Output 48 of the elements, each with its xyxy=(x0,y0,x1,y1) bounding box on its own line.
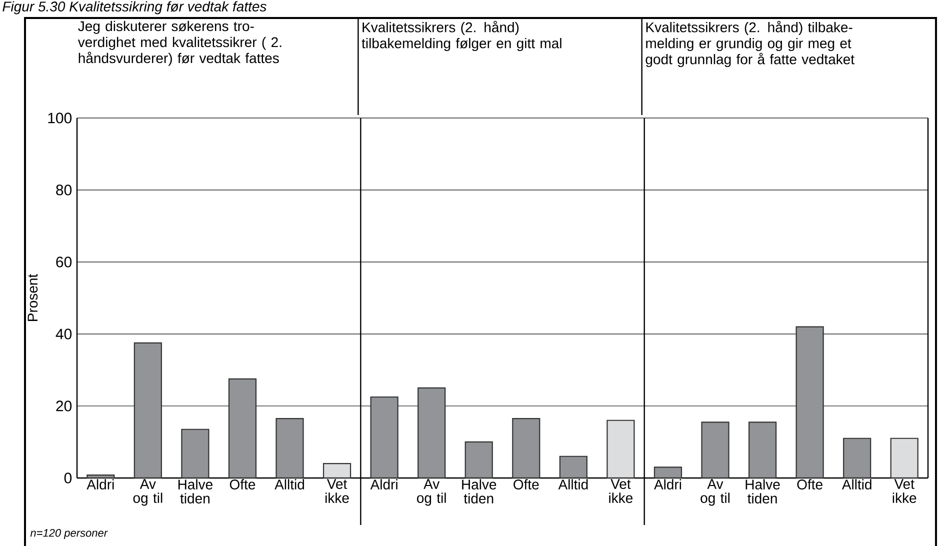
x-tick-label: Halve tiden xyxy=(462,479,496,504)
text: Figur 5.30 Kvalitetssikring før vedtak fattes xyxy=(2,1,266,14)
x-tick-label: Vet ikke xyxy=(326,479,349,503)
bar xyxy=(370,396,398,479)
bar xyxy=(322,463,352,479)
x-tick-label: Vet ikke xyxy=(609,479,633,503)
x-tick-label: Halve tiden xyxy=(178,479,212,504)
x-tick-label: Av og til xyxy=(133,479,162,506)
bar xyxy=(464,441,493,479)
bar xyxy=(276,418,304,479)
x-tick-label: Alltid xyxy=(274,479,304,490)
x-tick-label: Alltid xyxy=(558,479,588,490)
bar xyxy=(512,418,540,479)
bar xyxy=(796,326,824,479)
bar xyxy=(181,428,210,479)
bar xyxy=(843,438,872,479)
x-tick-label: Vet ikke xyxy=(892,479,916,503)
bar xyxy=(606,420,635,479)
bar xyxy=(228,378,257,479)
bar xyxy=(134,342,162,479)
y-tick-label: 40 xyxy=(56,328,72,340)
x-tick-label: Aldri xyxy=(86,479,114,490)
chart-title: Kvalitetssikrers (2. hånd) tilbake-melding er grundig og gir meg et godt grunnlag for å fatte vedtaket xyxy=(646,20,854,68)
y-tick-label: 80 xyxy=(56,184,72,196)
x-tick-label: Ofte xyxy=(797,479,822,490)
x-tick-label: Halve tiden xyxy=(746,479,780,504)
bar xyxy=(559,456,588,479)
x-tick-label: Av og til xyxy=(416,479,446,506)
bar xyxy=(418,387,446,479)
bar xyxy=(701,422,730,479)
y-tick-label: 100 xyxy=(48,112,72,124)
bar xyxy=(748,422,777,479)
x-tick-label: Aldri xyxy=(370,479,398,490)
y-tick-label: 60 xyxy=(56,256,72,268)
y-axis-title: Prosent xyxy=(28,274,38,321)
y-tick-label: 0 xyxy=(64,472,72,484)
x-tick-label: Alltid xyxy=(842,479,872,490)
bar xyxy=(86,474,115,479)
text: n=120 personer xyxy=(30,529,108,539)
x-tick-label: Ofte xyxy=(230,479,256,490)
x-tick-label: Aldri xyxy=(654,479,682,490)
bar xyxy=(890,438,918,479)
y-tick-label: 20 xyxy=(56,400,72,412)
chart-title: Kvalitetssikrers (2. hånd) tilbakemelding følger en gitt mal xyxy=(362,20,562,52)
x-tick-label: Ofte xyxy=(514,479,539,490)
chart-title: Jeg diskuterer søkerens tro-verdighet med kvalitetssikrer ( 2. håndsvurderer) før vedtak fattes xyxy=(78,20,282,66)
x-tick-label: Av og til xyxy=(700,479,730,506)
bar xyxy=(654,466,682,479)
